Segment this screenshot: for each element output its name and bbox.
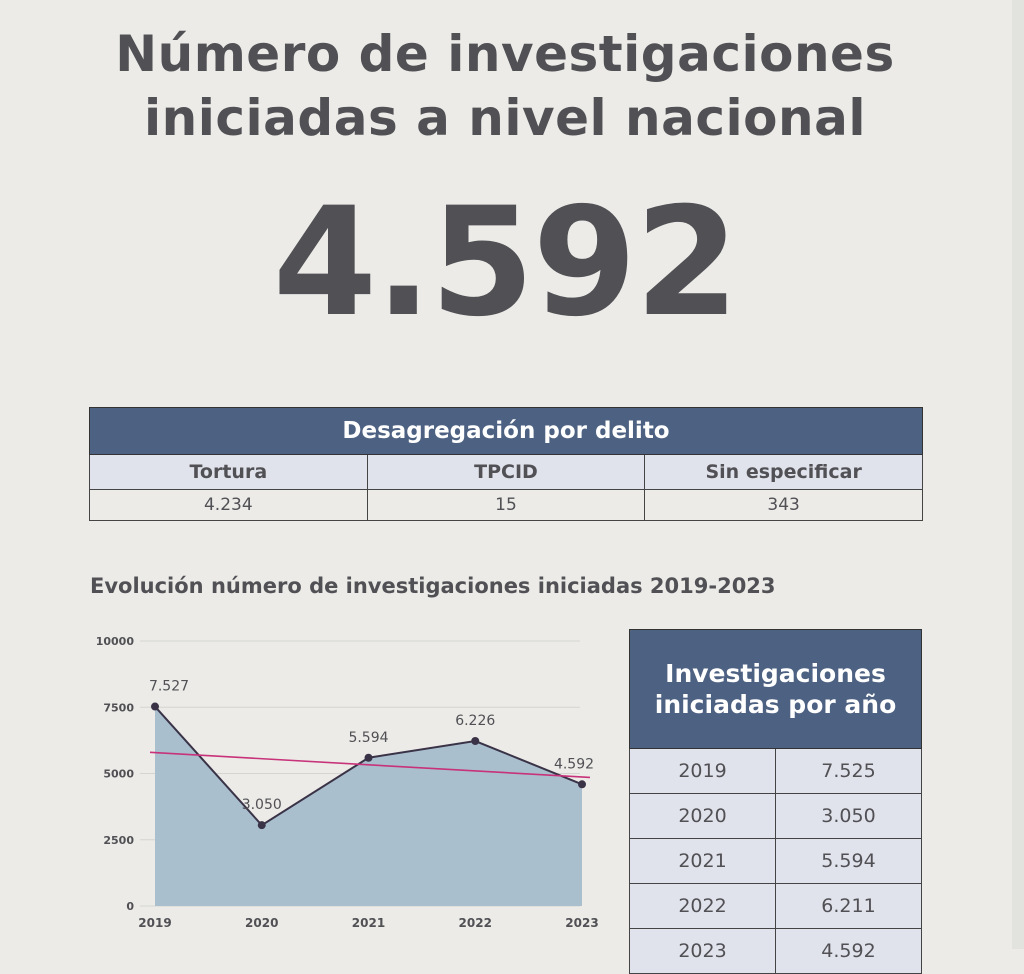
header-sin-especificar: Sin especificar xyxy=(644,454,923,490)
data-label: 3.050 xyxy=(242,797,282,813)
year-label: 2019 xyxy=(629,748,776,794)
data-point xyxy=(471,737,480,746)
total-number: 4.592 xyxy=(272,176,739,350)
data-point xyxy=(257,821,266,830)
yearly-table: Investigaciones iniciadas por año 2019 7.… xyxy=(629,629,922,974)
year-value: 4.592 xyxy=(775,928,922,974)
value-tpcid: 15 xyxy=(366,489,646,521)
data-label: 4.592 xyxy=(554,756,594,772)
table-row: 2023 4.592 xyxy=(629,928,922,974)
value-tortura: 4.234 xyxy=(89,489,368,521)
value-sin-especificar: 343 xyxy=(644,489,923,521)
y-tick-label: 10000 xyxy=(96,635,135,648)
table-row: 2022 6.211 xyxy=(629,883,922,929)
data-point xyxy=(364,753,373,762)
line-area-chart: 0 2500 5000 7500 10000 7.527 2019 3.050 2020 5.59… xyxy=(96,635,599,930)
x-tick-label: 2020 xyxy=(245,916,278,930)
x-tick-label: 2023 xyxy=(565,916,598,930)
x-tick-label: 2021 xyxy=(352,916,385,930)
data-point xyxy=(151,702,159,711)
page-title: Número de investigaciones iniciadas a niv… xyxy=(115,25,895,147)
year-label: 2022 xyxy=(629,883,776,929)
data-label: 5.594 xyxy=(348,730,388,746)
trend-line xyxy=(149,751,591,779)
breakdown-table: Desagregación por delito Tortura TPCID S… xyxy=(89,407,923,521)
year-label: 2021 xyxy=(629,838,776,884)
yearly-title: Investigaciones iniciadas por año xyxy=(629,629,922,749)
year-value: 7.525 xyxy=(775,748,922,794)
data-point xyxy=(578,780,586,789)
year-value: 3.050 xyxy=(775,793,922,839)
table-row: 2019 7.525 xyxy=(629,748,922,794)
table-row: 2021 5.594 xyxy=(629,838,922,884)
area-fill xyxy=(155,706,582,906)
breakdown-title: Desagregación por delito xyxy=(89,407,923,455)
x-tick-label: 2019 xyxy=(138,916,171,930)
year-label: 2023 xyxy=(629,928,776,974)
y-tick-label: 2500 xyxy=(103,834,134,847)
y-tick-label: 7500 xyxy=(103,701,134,714)
y-tick-label: 5000 xyxy=(103,768,134,781)
data-label: 6.226 xyxy=(455,713,495,729)
x-tick-label: 2022 xyxy=(459,916,492,930)
year-value: 6.211 xyxy=(775,883,922,929)
year-label: 2020 xyxy=(629,793,776,839)
header-tpcid: TPCID xyxy=(366,454,646,490)
year-value: 5.594 xyxy=(775,838,922,884)
table-row: 2020 3.050 xyxy=(629,793,922,839)
page-edge xyxy=(1012,0,1024,949)
section-title: Evolución número de investigaciones inic… xyxy=(90,574,776,598)
y-tick-label: 0 xyxy=(126,900,134,913)
data-label: 7.527 xyxy=(149,679,189,695)
